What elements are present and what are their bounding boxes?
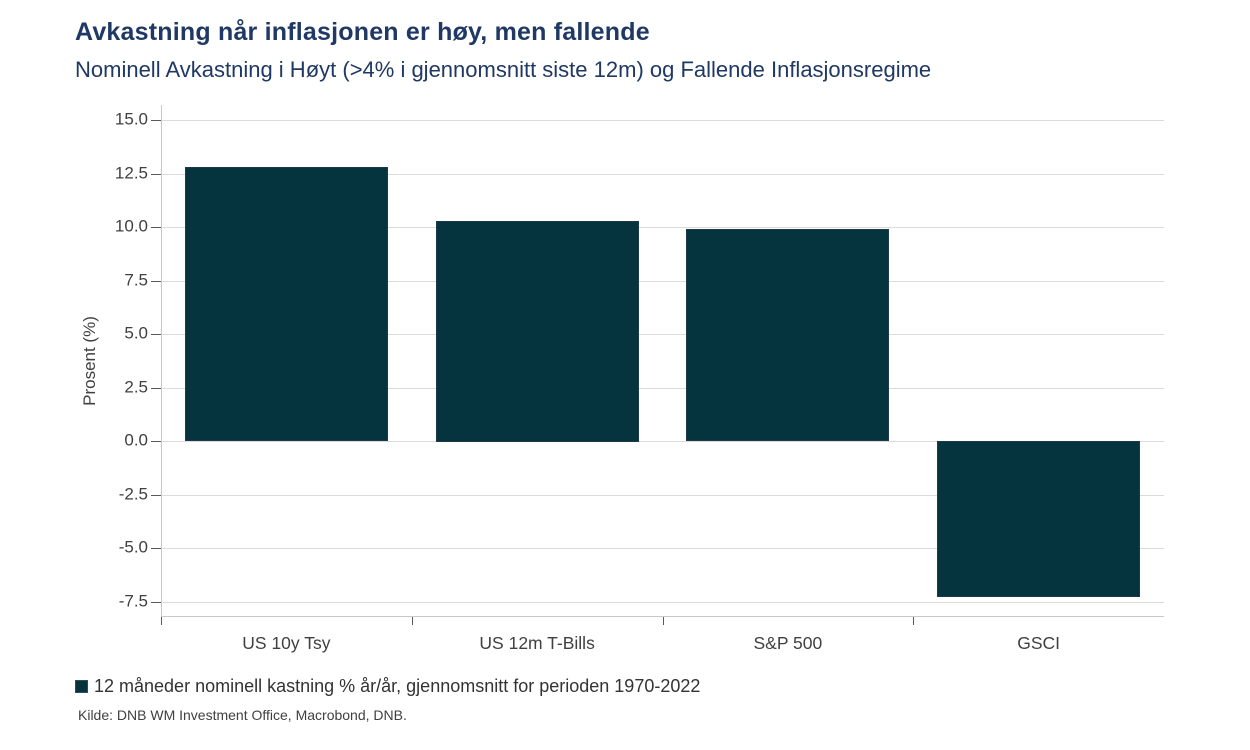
legend-swatch-icon [75, 680, 88, 693]
y-axis-tick [151, 494, 161, 496]
gridline-15.0 [161, 119, 1164, 121]
x-axis-tick [913, 617, 914, 625]
x-axis-tick [663, 617, 664, 625]
y-axis-tick-label: -5.0 [118, 538, 148, 558]
gridline-0.0 [161, 441, 1164, 443]
bar-us-10y-tsy [185, 167, 388, 441]
x-axis-tick [161, 617, 162, 625]
y-axis-tick-label: 10.0 [114, 216, 148, 236]
legend-label: 12 måneder nominell kastning % år/år, gj… [94, 676, 701, 696]
y-axis-tick-label: 15.0 [114, 109, 148, 129]
gridline-7.5 [161, 280, 1164, 282]
y-axis-tick-label: 0.0 [124, 430, 148, 450]
y-axis-tick [151, 602, 161, 603]
gridline--2.5 [161, 494, 1164, 496]
y-axis-tick [151, 387, 161, 389]
x-axis-line [161, 616, 1164, 617]
y-axis-title: Prosent (%) [80, 316, 99, 406]
y-axis-tick-label: 12.5 [114, 163, 148, 183]
plot-area: 15.0 12.5 10.0 7.5 5.0 2.5 0.0 -2.5 -5.0 -7.5 US 1… [115, 105, 1164, 653]
y-axis-tick-label: 7.5 [124, 270, 148, 290]
y-axis-tick [151, 548, 161, 550]
x-axis-label-gsci: GSCI [1017, 633, 1061, 653]
y-axis-tick-label: 2.5 [124, 377, 148, 397]
gridline-2.5 [161, 387, 1164, 389]
chart-subtitle: Nominell Avkastning i Høyt (>4% i gjenno… [75, 57, 932, 82]
y-axis-tick [151, 334, 161, 336]
y-axis-tick [151, 173, 161, 175]
y-axis-tick [151, 441, 161, 443]
y-axis-tick-label: -7.5 [118, 591, 148, 611]
bar-gsci [937, 441, 1140, 597]
y-axis-tick [151, 119, 161, 121]
y-axis-tick-label: 5.0 [124, 323, 148, 343]
y-axis-tick [151, 227, 161, 229]
bar-us-12m-t-bills [436, 221, 639, 442]
gridline-5.0 [161, 334, 1164, 336]
x-axis-label-us-12m-t-bills: US 12m T-Bills [479, 633, 595, 653]
y-axis-line [161, 105, 162, 617]
legend: 12 måneder nominell kastning % år/år, gj… [75, 676, 700, 697]
gridline--7.5 [161, 602, 1164, 603]
gridline-12.5 [161, 173, 1164, 175]
bar-s-p-500 [686, 229, 889, 441]
y-axis-tick-label: -2.5 [118, 484, 148, 504]
gridline-10.0 [161, 227, 1164, 229]
x-axis-label-s-p-500: S&P 500 [753, 633, 823, 653]
y-axis-tick [151, 280, 161, 282]
x-axis-label-us-10y-tsy: US 10y Tsy [242, 633, 331, 653]
gridline--5.0 [161, 548, 1164, 550]
source-note: Kilde: DNB WM Investment Office, Macrobo… [78, 707, 407, 723]
chart-title: Avkastning når inflasjonen er høy, men f… [75, 18, 650, 46]
x-axis-tick [412, 617, 413, 625]
